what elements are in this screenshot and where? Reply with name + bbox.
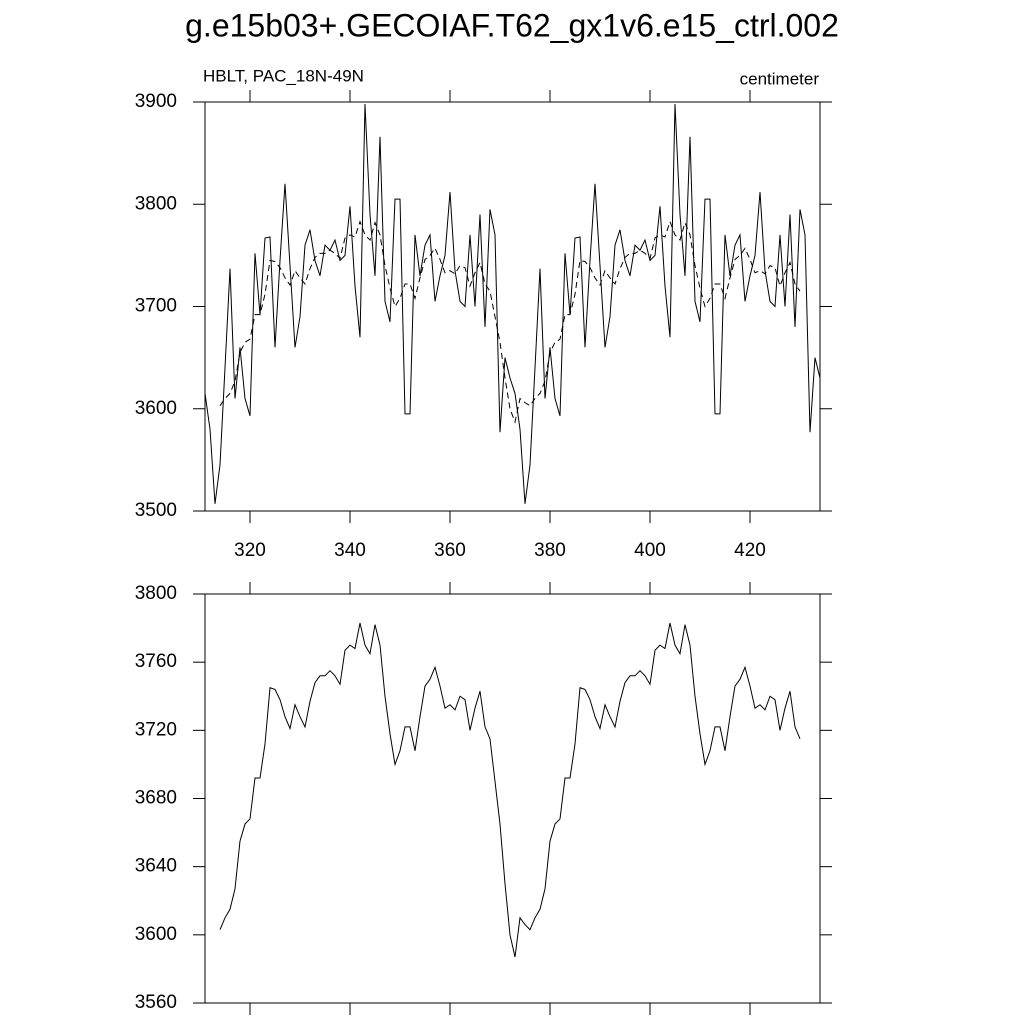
y-tick-label: 3600 [135, 924, 177, 945]
data-line [219, 622, 801, 958]
y-tick-label: 3680 [135, 788, 177, 809]
x-tick-label: 360 [434, 540, 466, 561]
x-tick-label: 380 [534, 540, 566, 561]
y-tick-label: 3900 [135, 91, 177, 112]
plot-frame [204, 593, 821, 1004]
y-tick-label: 3500 [135, 500, 177, 521]
y-tick-label: 3800 [135, 193, 177, 214]
y-tick-label: 3760 [135, 651, 177, 672]
y-tick-label: 3800 [135, 583, 177, 604]
x-tick-label: 340 [334, 540, 366, 561]
y-tick-label: 3560 [135, 992, 177, 1013]
data-line [204, 104, 821, 504]
plot-frame [204, 101, 821, 512]
y-tick-label: 3640 [135, 856, 177, 877]
right-label: centimeter [740, 69, 820, 88]
x-tick-label: 420 [734, 540, 766, 561]
figure-title: g.e15b03+.GECOIAF.T62_gx1v6.e15_ctrl.002 [185, 7, 839, 43]
left-label: HBLT, PAC_18N-49N [203, 66, 364, 85]
y-tick-label: 3720 [135, 719, 177, 740]
y-tick-label: 3700 [135, 296, 177, 317]
y-tick-label: 3600 [135, 398, 177, 419]
x-tick-label: 320 [234, 540, 266, 561]
x-tick-label: 400 [634, 540, 666, 561]
